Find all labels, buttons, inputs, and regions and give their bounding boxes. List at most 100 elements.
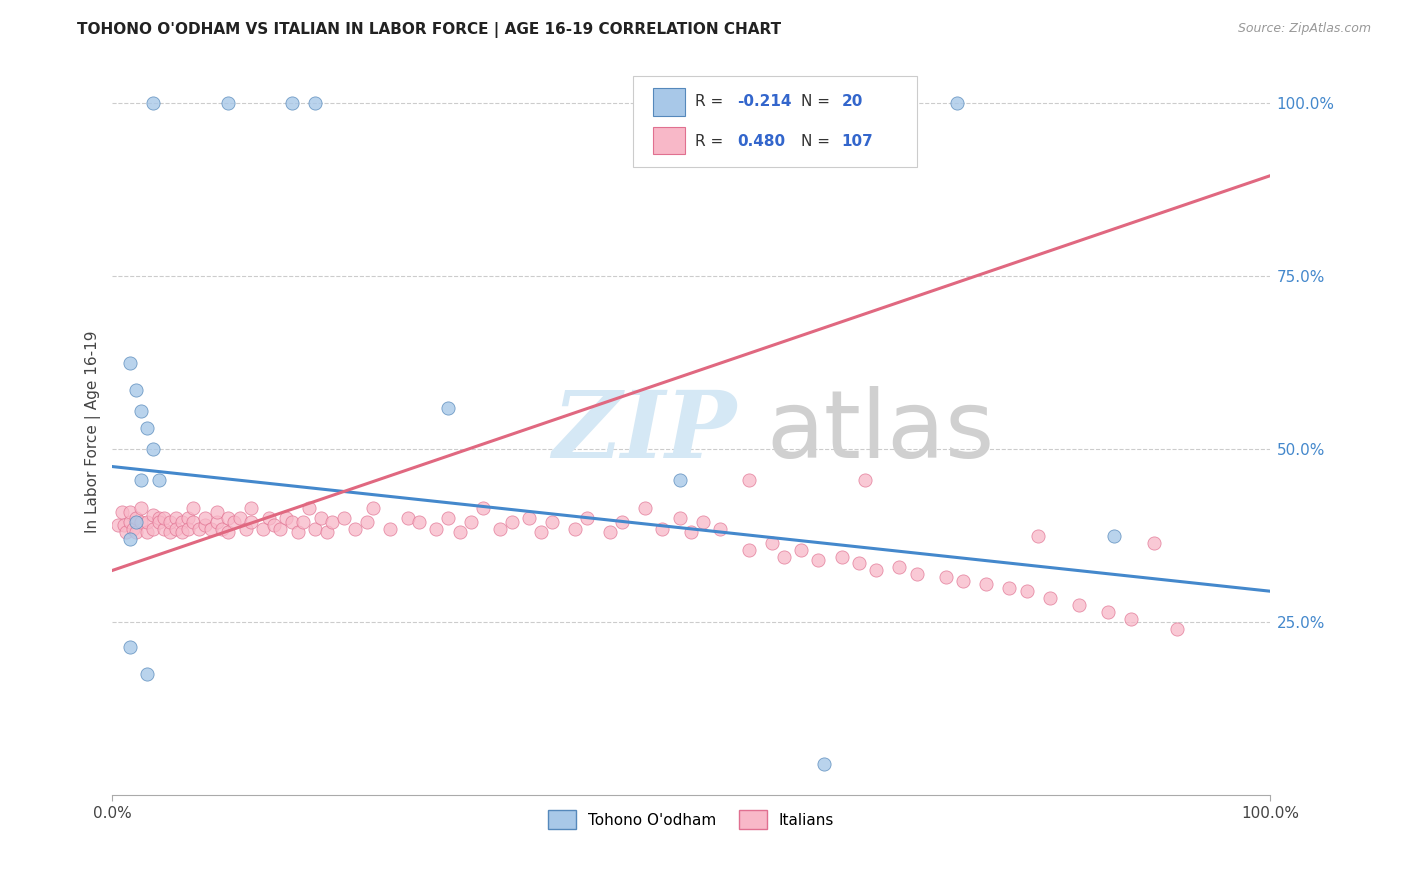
Point [1067, 598, 1090, 612]
Point [122, 522, 145, 536]
Point [321, 515, 343, 529]
Point [356, 515, 378, 529]
Point [159, 515, 181, 529]
Point [107, 518, 129, 533]
Point [240, 501, 263, 516]
Point [309, 511, 332, 525]
Point [361, 501, 384, 516]
Point [165, 511, 187, 525]
Point [848, 557, 870, 571]
Point [205, 505, 228, 519]
Point [807, 553, 830, 567]
Point [831, 549, 853, 564]
Legend: Tohono O'odham, Italians: Tohono O'odham, Italians [541, 805, 841, 835]
Point [541, 515, 564, 529]
Point [344, 522, 367, 536]
Point [668, 474, 690, 488]
Point [935, 570, 957, 584]
FancyBboxPatch shape [633, 76, 917, 167]
Point [813, 757, 835, 772]
Point [1102, 529, 1125, 543]
Point [148, 515, 170, 529]
Point [153, 522, 176, 536]
Text: TOHONO O'ODHAM VS ITALIAN IN LABOR FORCE | AGE 16-19 CORRELATION CHART: TOHONO O'ODHAM VS ITALIAN IN LABOR FORCE… [77, 22, 782, 38]
Point [148, 511, 170, 525]
Point [1097, 605, 1119, 619]
Point [194, 518, 217, 533]
Point [396, 511, 419, 525]
Text: N =: N = [801, 134, 835, 149]
Point [194, 511, 217, 525]
Point [946, 96, 969, 111]
Point [263, 518, 285, 533]
Point [131, 515, 153, 529]
Point [115, 525, 138, 540]
Point [853, 474, 876, 488]
Point [281, 96, 304, 111]
Point [183, 501, 205, 516]
Point [292, 515, 315, 529]
Text: R =: R = [695, 94, 728, 109]
Point [692, 515, 714, 529]
Point [211, 522, 233, 536]
Point [380, 522, 402, 536]
Point [222, 515, 245, 529]
Point [668, 511, 690, 525]
Y-axis label: In Labor Force | Age 16-19: In Labor Force | Age 16-19 [86, 331, 101, 533]
Point [252, 522, 274, 536]
Text: ZIP: ZIP [553, 387, 737, 477]
Point [183, 515, 205, 529]
Point [287, 525, 309, 540]
Point [599, 525, 621, 540]
Point [517, 511, 540, 525]
Point [205, 515, 228, 529]
Point [564, 522, 586, 536]
Point [681, 525, 703, 540]
Point [170, 525, 193, 540]
Point [217, 96, 239, 111]
Point [761, 535, 783, 549]
Point [112, 518, 135, 533]
Text: 107: 107 [842, 134, 873, 149]
Point [136, 525, 159, 540]
Point [131, 404, 153, 418]
Text: N =: N = [801, 94, 835, 109]
Point [437, 511, 460, 525]
Point [709, 522, 731, 536]
Point [489, 522, 512, 536]
Point [240, 515, 263, 529]
Bar [652, 127, 685, 154]
Point [460, 515, 482, 529]
Text: atlas: atlas [766, 386, 994, 478]
Point [118, 505, 141, 519]
Point [1028, 529, 1050, 543]
Point [575, 511, 598, 525]
Point [148, 474, 170, 488]
Bar [652, 88, 685, 116]
Point [437, 401, 460, 415]
Point [333, 511, 356, 525]
Point [738, 542, 761, 557]
Point [176, 522, 198, 536]
Point [131, 501, 153, 516]
Point [124, 525, 146, 540]
Text: Source: ZipAtlas.com: Source: ZipAtlas.com [1237, 22, 1371, 36]
Point [229, 511, 252, 525]
Point [170, 515, 193, 529]
Point [738, 474, 761, 488]
Point [257, 511, 280, 525]
Point [142, 442, 165, 457]
Point [865, 563, 887, 577]
Text: 20: 20 [842, 94, 863, 109]
Point [281, 515, 304, 529]
Point [136, 421, 159, 435]
Point [1166, 622, 1188, 636]
Point [1119, 612, 1142, 626]
Point [165, 522, 187, 536]
Point [118, 533, 141, 547]
Point [315, 525, 337, 540]
Point [217, 511, 239, 525]
Point [136, 667, 159, 681]
Point [408, 515, 430, 529]
Point [217, 525, 239, 540]
